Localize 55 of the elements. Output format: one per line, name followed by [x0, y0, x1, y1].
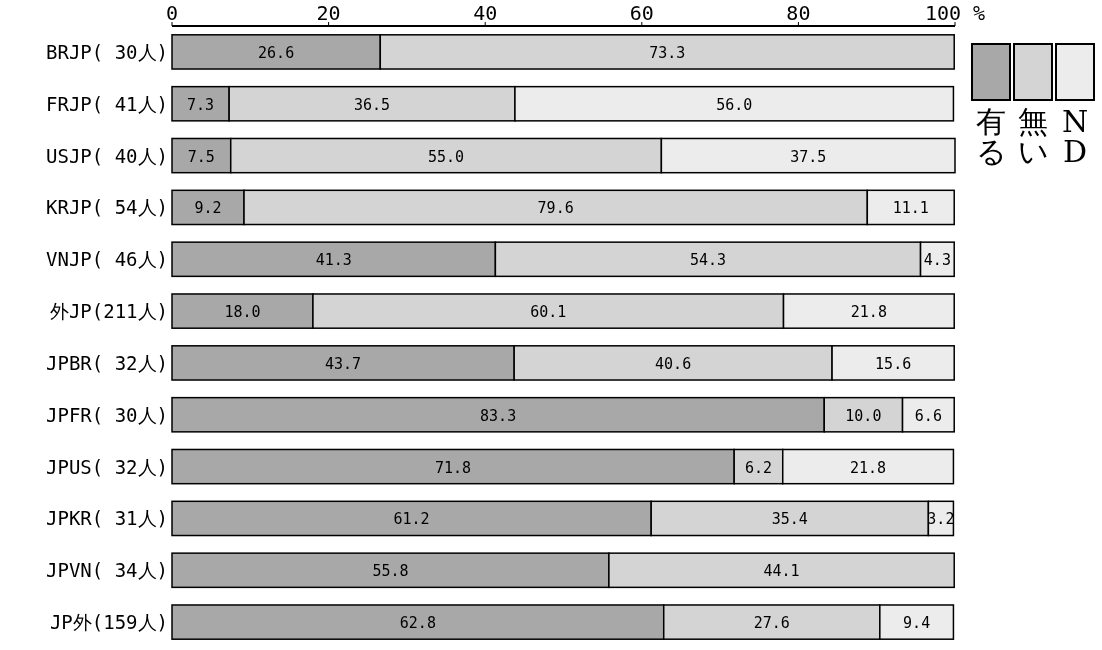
data-label: 56.0: [716, 95, 753, 114]
data-label: 11.1: [892, 199, 929, 218]
data-label: 21.8: [850, 458, 887, 477]
x-tick-label: 0: [165, 1, 179, 25]
data-label: 44.1: [763, 562, 800, 581]
data-label: 37.5: [790, 147, 827, 166]
data-label: 4.3: [923, 251, 951, 270]
data-label: 35.4: [771, 510, 808, 529]
data-label: 7.5: [187, 147, 215, 166]
x-tick-label: 100 %: [924, 1, 986, 25]
data-label: 7.3: [187, 95, 215, 114]
y-tick-label: VNJP( 46人): [46, 248, 168, 271]
data-label: 10.0: [845, 406, 882, 425]
y-tick-label: USJP( 40人): [46, 144, 168, 167]
data-label: 55.0: [427, 147, 465, 166]
data-label: 3.2: [927, 510, 955, 529]
data-label: 43.7: [325, 354, 362, 373]
legend-label: 無い: [1017, 104, 1049, 169]
data-label: 40.6: [655, 354, 692, 373]
x-tick-label: 40: [473, 1, 498, 25]
y-tick-label: JPBR( 32人): [46, 351, 168, 374]
data-label: 73.3: [649, 43, 686, 62]
y-tick-label: JPFR( 30人): [46, 403, 168, 426]
data-label: 62.8: [399, 614, 436, 633]
data-label: 60.1: [530, 303, 567, 322]
legend-label: ND: [1061, 104, 1089, 169]
data-label: 54.3: [689, 251, 727, 270]
y-tick-label: 外JP(211人): [49, 300, 168, 323]
data-label: 18.0: [224, 303, 261, 322]
data-label: 55.8: [372, 562, 409, 581]
data-label: 83.3: [480, 406, 517, 425]
y-tick-label: JPUS( 32人): [46, 455, 168, 478]
data-label: 27.6: [753, 614, 790, 633]
data-label: 36.5: [353, 95, 391, 114]
x-tick-label: 20: [316, 1, 341, 25]
data-label: 26.6: [258, 43, 295, 62]
x-tick-label: 80: [786, 1, 811, 25]
data-label: 71.8: [435, 458, 472, 477]
data-label: 79.6: [537, 199, 574, 218]
data-label: 61.2: [393, 510, 430, 529]
data-label: 21.8: [850, 303, 887, 322]
x-tick-label: 60: [629, 1, 654, 25]
legend-label: 有る: [975, 104, 1007, 169]
data-label: 6.6: [914, 406, 942, 425]
y-tick-label: JPKR( 31人): [46, 507, 168, 530]
data-label: 15.6: [875, 354, 912, 373]
y-tick-label: JP外(159人): [49, 611, 168, 634]
y-tick-label: KRJP( 54人): [46, 196, 168, 219]
y-tick-label: FRJP( 41人): [46, 92, 168, 115]
data-label: 6.2: [744, 458, 773, 477]
data-label: 9.2: [194, 199, 222, 218]
data-label: 9.4: [903, 614, 931, 633]
y-tick-label: BRJP( 30人): [46, 40, 168, 63]
data-label: 41.3: [315, 251, 352, 270]
y-tick-label: JPVN( 34人): [46, 559, 168, 582]
